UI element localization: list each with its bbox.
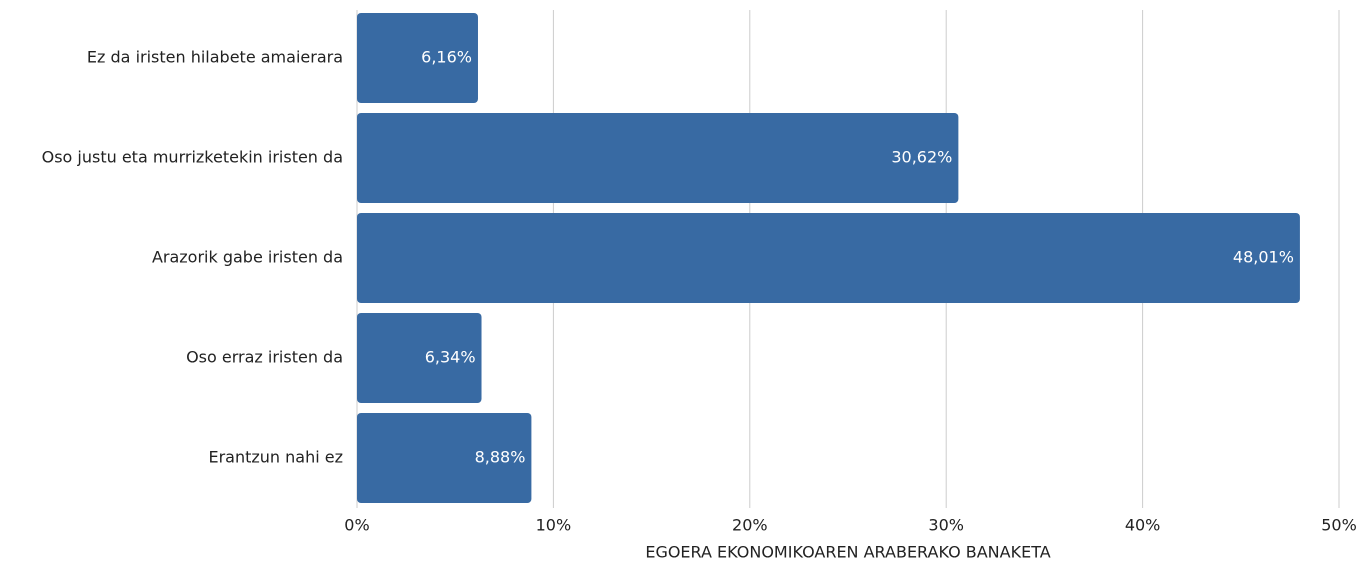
y-tick-label: Ez da iristen hilabete amaierara <box>87 48 343 67</box>
y-tick-label: Erantzun nahi ez <box>208 448 343 467</box>
value-label: 6,16% <box>421 48 472 67</box>
x-tick-label: 0% <box>344 516 369 535</box>
bar <box>357 213 1300 303</box>
y-tick-label: Oso justu eta murrizketekin iristen da <box>42 148 343 167</box>
x-tick-label: 40% <box>1125 516 1161 535</box>
x-tick-label: 20% <box>732 516 768 535</box>
bar <box>357 13 478 103</box>
bar <box>357 313 482 403</box>
x-tick-label: 50% <box>1321 516 1357 535</box>
value-label: 30,62% <box>891 148 952 167</box>
y-tick-label: Oso erraz iristen da <box>186 348 343 367</box>
bar <box>357 413 532 503</box>
x-tick-label: 10% <box>536 516 572 535</box>
value-label: 6,34% <box>425 348 476 367</box>
y-tick-label: Arazorik gabe iristen da <box>152 248 343 267</box>
value-label: 48,01% <box>1233 248 1294 267</box>
value-label: 8,88% <box>475 448 526 467</box>
bar <box>357 113 959 203</box>
x-axis-title: EGOERA EKONOMIKOAREN ARABERAKO BANAKETA <box>645 543 1050 562</box>
x-tick-label: 30% <box>928 516 964 535</box>
